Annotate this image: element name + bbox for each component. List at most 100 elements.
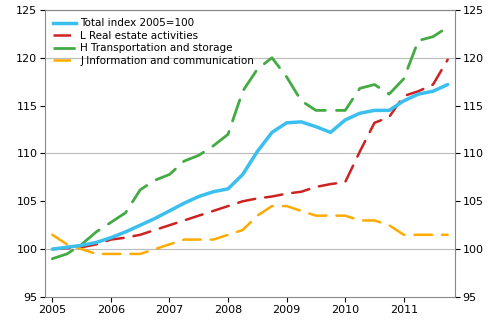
J Information and communication — [196, 238, 202, 242]
J Information and communication — [313, 214, 319, 218]
L Real estate activities — [298, 190, 304, 194]
L Real estate activities — [357, 149, 363, 153]
L Real estate activities — [416, 89, 422, 93]
H Transportation and storage — [298, 99, 304, 103]
J Information and communication — [298, 209, 304, 213]
Total index 2005=100 — [357, 111, 363, 115]
J Information and communication — [210, 238, 216, 242]
L Real estate activities — [430, 82, 436, 86]
L Real estate activities — [269, 194, 275, 198]
Line: L Real estate activities: L Real estate activities — [52, 60, 448, 249]
H Transportation and storage — [196, 153, 202, 157]
L Real estate activities — [372, 121, 378, 125]
H Transportation and storage — [313, 108, 319, 112]
J Information and communication — [93, 252, 99, 256]
Line: J Information and communication: J Information and communication — [52, 206, 448, 254]
Total index 2005=100 — [298, 120, 304, 124]
Total index 2005=100 — [254, 149, 260, 153]
Total index 2005=100 — [64, 245, 70, 249]
Total index 2005=100 — [401, 99, 407, 103]
J Information and communication — [108, 252, 114, 256]
Total index 2005=100 — [342, 118, 348, 122]
J Information and communication — [152, 247, 158, 251]
H Transportation and storage — [108, 220, 114, 224]
L Real estate activities — [108, 238, 114, 242]
L Real estate activities — [225, 204, 231, 208]
L Real estate activities — [328, 182, 334, 186]
H Transportation and storage — [122, 211, 128, 215]
J Information and communication — [181, 238, 187, 242]
H Transportation and storage — [386, 92, 392, 96]
J Information and communication — [166, 242, 172, 246]
Total index 2005=100 — [50, 247, 56, 251]
H Transportation and storage — [342, 108, 348, 112]
Total index 2005=100 — [166, 209, 172, 213]
L Real estate activities — [254, 196, 260, 200]
J Information and communication — [372, 218, 378, 222]
J Information and communication — [357, 218, 363, 222]
Total index 2005=100 — [108, 236, 114, 240]
H Transportation and storage — [225, 132, 231, 136]
H Transportation and storage — [181, 159, 187, 163]
Total index 2005=100 — [225, 187, 231, 191]
H Transportation and storage — [254, 67, 260, 71]
L Real estate activities — [137, 233, 143, 237]
Total index 2005=100 — [444, 82, 450, 86]
Total index 2005=100 — [430, 89, 436, 93]
H Transportation and storage — [444, 25, 450, 29]
L Real estate activities — [401, 94, 407, 98]
H Transportation and storage — [78, 242, 84, 246]
H Transportation and storage — [328, 108, 334, 112]
Total index 2005=100 — [137, 223, 143, 227]
L Real estate activities — [181, 218, 187, 222]
H Transportation and storage — [416, 39, 422, 43]
H Transportation and storage — [357, 86, 363, 90]
L Real estate activities — [166, 223, 172, 227]
Total index 2005=100 — [386, 108, 392, 112]
H Transportation and storage — [269, 56, 275, 60]
J Information and communication — [401, 233, 407, 237]
H Transportation and storage — [240, 89, 246, 93]
J Information and communication — [78, 247, 84, 251]
L Real estate activities — [342, 180, 348, 184]
L Real estate activities — [64, 246, 70, 250]
L Real estate activities — [122, 236, 128, 240]
Total index 2005=100 — [196, 194, 202, 198]
J Information and communication — [342, 214, 348, 218]
J Information and communication — [444, 233, 450, 237]
Total index 2005=100 — [93, 241, 99, 245]
J Information and communication — [64, 242, 70, 246]
Total index 2005=100 — [240, 173, 246, 177]
H Transportation and storage — [137, 188, 143, 192]
H Transportation and storage — [152, 178, 158, 182]
H Transportation and storage — [166, 173, 172, 177]
L Real estate activities — [284, 192, 290, 196]
Total index 2005=100 — [372, 108, 378, 112]
H Transportation and storage — [430, 35, 436, 39]
Line: H Transportation and storage: H Transportation and storage — [52, 27, 448, 259]
J Information and communication — [122, 252, 128, 256]
J Information and communication — [50, 233, 56, 237]
Total index 2005=100 — [269, 130, 275, 134]
H Transportation and storage — [284, 75, 290, 79]
L Real estate activities — [93, 242, 99, 246]
L Real estate activities — [196, 214, 202, 218]
H Transportation and storage — [372, 82, 378, 86]
J Information and communication — [416, 233, 422, 237]
J Information and communication — [225, 233, 231, 237]
H Transportation and storage — [210, 144, 216, 148]
L Real estate activities — [78, 245, 84, 249]
L Real estate activities — [152, 228, 158, 232]
Total index 2005=100 — [152, 216, 158, 220]
Total index 2005=100 — [122, 230, 128, 234]
L Real estate activities — [313, 185, 319, 189]
J Information and communication — [328, 214, 334, 218]
H Transportation and storage — [93, 230, 99, 234]
J Information and communication — [240, 228, 246, 232]
H Transportation and storage — [64, 252, 70, 256]
L Real estate activities — [210, 209, 216, 213]
L Real estate activities — [240, 199, 246, 203]
Total index 2005=100 — [78, 243, 84, 247]
J Information and communication — [269, 204, 275, 208]
Total index 2005=100 — [210, 190, 216, 194]
